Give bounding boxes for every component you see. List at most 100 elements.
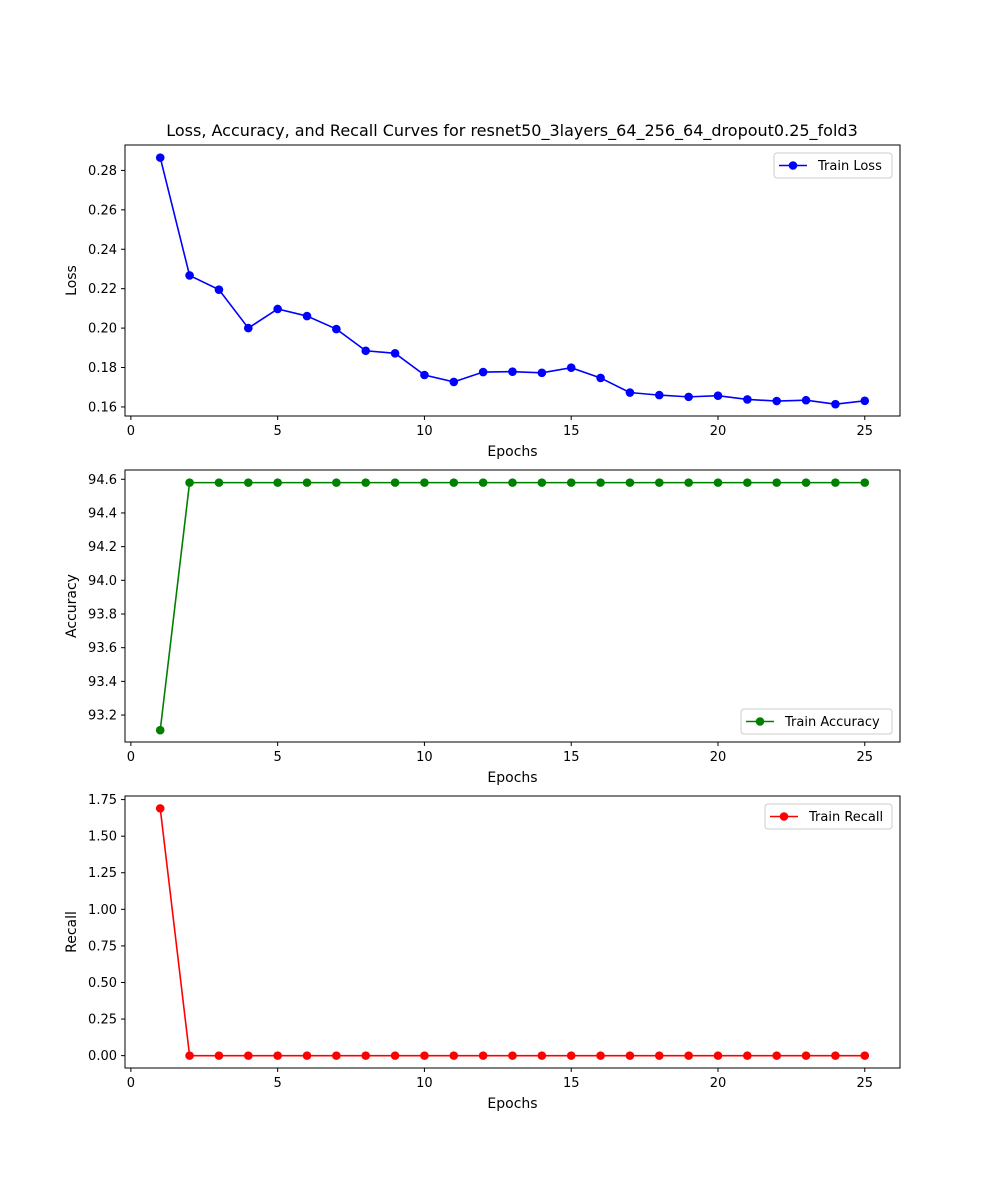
data-point-accuracy xyxy=(214,478,224,487)
y-tick-label-recall: 0.25 xyxy=(88,1013,117,1028)
data-point-accuracy xyxy=(155,725,165,735)
y-axis-label-recall: Recall xyxy=(64,911,80,953)
data-point-loss xyxy=(302,311,312,321)
data-point-loss xyxy=(420,370,429,380)
y-tick-label-loss: 0.16 xyxy=(88,400,117,415)
data-point-loss xyxy=(243,323,253,333)
data-point-recall xyxy=(537,1051,547,1060)
data-point-loss xyxy=(772,396,782,406)
x-tick-label-accuracy: 5 xyxy=(274,750,282,765)
data-point-loss xyxy=(478,367,488,377)
data-point-loss xyxy=(214,285,224,294)
data-point-loss xyxy=(596,373,605,383)
y-tick-label-loss: 0.22 xyxy=(88,282,117,297)
x-tick-label-loss: 25 xyxy=(856,424,873,439)
data-point-recall xyxy=(449,1051,459,1060)
y-tick-label-accuracy: 93.2 xyxy=(88,709,117,724)
data-point-loss xyxy=(566,363,576,373)
x-tick-label-loss: 5 xyxy=(274,424,282,439)
data-point-accuracy xyxy=(478,478,488,487)
data-point-accuracy xyxy=(243,478,253,487)
data-point-recall xyxy=(743,1051,752,1060)
y-tick-label-recall: 0.50 xyxy=(88,976,117,991)
y-tick-label-accuracy: 94.2 xyxy=(88,540,117,555)
data-point-loss xyxy=(185,271,194,280)
x-tick-label-accuracy: 0 xyxy=(127,750,135,765)
data-point-accuracy xyxy=(831,478,840,487)
data-point-recall xyxy=(155,804,165,813)
data-point-recall xyxy=(214,1051,224,1060)
legend-marker-recall xyxy=(779,812,789,821)
data-point-accuracy xyxy=(390,478,400,487)
y-tick-label-recall: 0.00 xyxy=(88,1049,117,1064)
x-tick-label-loss: 15 xyxy=(563,424,580,439)
data-point-recall xyxy=(625,1051,635,1060)
data-point-recall xyxy=(273,1051,282,1060)
y-tick-label-accuracy: 93.4 xyxy=(88,675,117,690)
y-tick-label-accuracy: 93.6 xyxy=(88,641,117,656)
y-tick-label-accuracy: 94.0 xyxy=(88,574,117,589)
x-tick-label-recall: 0 xyxy=(127,1076,135,1091)
y-tick-label-recall: 1.00 xyxy=(88,903,117,918)
y-tick-label-accuracy: 94.4 xyxy=(88,506,117,521)
data-point-loss xyxy=(449,377,459,387)
subplot-loss: 0 5 10 15 20 25 0.16 0.18 0.20 0.22 0.24 0.26 0.28 Ep… xyxy=(64,144,901,460)
data-point-accuracy xyxy=(185,478,194,487)
data-point-accuracy xyxy=(801,478,811,487)
y-tick-label-recall: 0.75 xyxy=(88,939,117,954)
x-tick-label-loss: 20 xyxy=(710,424,727,439)
x-tick-label-loss: 10 xyxy=(416,424,433,439)
data-point-loss xyxy=(801,395,811,405)
data-point-recall xyxy=(801,1051,811,1060)
data-point-recall xyxy=(420,1051,429,1060)
x-axis-label-accuracy: Epochs xyxy=(487,770,537,786)
data-point-loss xyxy=(508,367,517,376)
data-point-accuracy xyxy=(625,478,635,487)
data-point-recall xyxy=(684,1051,693,1060)
legend-box-loss xyxy=(773,152,893,179)
y-tick-label-recall: 1.25 xyxy=(88,866,117,881)
data-point-recall xyxy=(566,1051,576,1060)
y-tick-label-recall: 1.50 xyxy=(88,830,117,845)
x-axis-label-loss: Epochs xyxy=(487,444,537,460)
data-point-recall xyxy=(772,1051,782,1060)
data-point-recall xyxy=(390,1051,400,1060)
legend-label-accuracy: Train Accuracy xyxy=(784,715,880,730)
data-point-loss xyxy=(654,390,664,400)
data-point-accuracy xyxy=(684,478,693,487)
data-point-recall xyxy=(860,1051,870,1060)
y-tick-label-loss: 0.28 xyxy=(88,164,117,179)
data-point-accuracy xyxy=(654,478,664,487)
y-tick-label-recall: 1.75 xyxy=(88,793,117,808)
data-point-recall xyxy=(596,1051,605,1060)
subplots: 0 5 10 15 20 25 0.16 0.18 0.20 0.22 0.24 0.26 0.28 Ep… xyxy=(64,144,901,1112)
x-tick-label-loss: 0 xyxy=(127,424,135,439)
legend-box-recall xyxy=(764,803,893,830)
data-point-accuracy xyxy=(273,478,282,487)
data-point-recall xyxy=(185,1051,194,1060)
axes-frame-loss xyxy=(124,144,901,417)
data-point-recall xyxy=(302,1051,312,1060)
data-point-accuracy xyxy=(361,478,371,487)
data-point-loss xyxy=(743,395,752,404)
y-tick-label-loss: 0.24 xyxy=(88,243,117,258)
data-point-loss xyxy=(831,399,840,409)
data-point-recall xyxy=(713,1051,723,1060)
y-axis-label-loss: Loss xyxy=(64,265,80,296)
x-axis-label-recall: Epochs xyxy=(487,1096,537,1112)
x-tick-label-recall: 25 xyxy=(856,1076,873,1091)
data-point-loss xyxy=(361,346,371,356)
x-tick-label-accuracy: 25 xyxy=(856,750,873,765)
x-tick-label-accuracy: 10 xyxy=(416,750,433,765)
data-point-recall xyxy=(478,1051,488,1060)
y-tick-label-accuracy: 94.6 xyxy=(88,473,117,488)
legend-box-accuracy xyxy=(740,708,893,735)
data-point-accuracy xyxy=(713,478,723,487)
data-point-loss xyxy=(713,391,723,400)
x-tick-label-recall: 10 xyxy=(416,1076,433,1091)
legend-recall: Train Recall xyxy=(764,803,893,830)
subplot-recall: 0 5 10 15 20 25 0.00 0.25 0.50 0.75 1.00 1.25 1.50 1.… xyxy=(64,793,901,1112)
axes-frame-accuracy xyxy=(124,469,901,743)
